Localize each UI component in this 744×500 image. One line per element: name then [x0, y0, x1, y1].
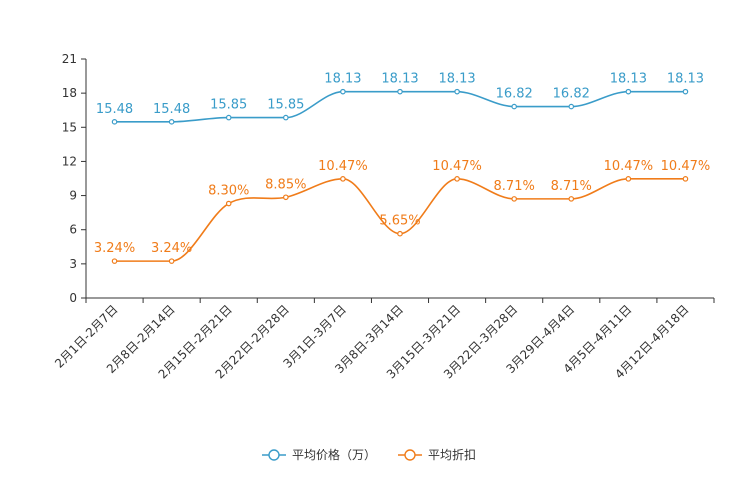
data-label: 15.48: [96, 102, 133, 117]
legend-marker: [404, 449, 416, 461]
data-label: 10.47%: [318, 159, 368, 174]
data-point: [625, 176, 632, 182]
data-point: [568, 103, 575, 110]
data-label: 18.13: [610, 72, 647, 87]
data-point: [168, 258, 175, 264]
data-point: [283, 194, 289, 201]
data-label: 16.82: [496, 87, 533, 102]
data-point: [682, 88, 689, 95]
data-point: [625, 88, 632, 95]
data-label: 18.13: [381, 72, 418, 87]
y-tick-label: 9: [69, 189, 77, 203]
data-label: 3.24%: [151, 241, 192, 256]
y-tick-label: 15: [62, 120, 77, 134]
y-tick-label: 18: [62, 86, 77, 100]
series-line: [114, 90, 686, 123]
data-label: 10.47%: [661, 159, 711, 174]
data-point: [283, 114, 289, 121]
data-point: [511, 196, 517, 202]
data-point: [111, 119, 118, 125]
data-label: 10.47%: [604, 159, 654, 174]
data-label: 15.85: [267, 98, 304, 113]
data-label: 8.71%: [551, 179, 592, 194]
data-point: [340, 88, 346, 95]
y-tick-label: 3: [69, 257, 77, 271]
data-point: [454, 88, 460, 95]
data-point: [397, 88, 403, 95]
data-point: [511, 103, 517, 110]
data-label: 5.65%: [379, 214, 420, 229]
data-label: 15.85: [210, 98, 247, 113]
legend-marker: [268, 449, 280, 461]
data-label: 8.30%: [208, 184, 249, 199]
y-tick-label: 6: [69, 223, 77, 237]
data-point: [225, 114, 232, 121]
data-point: [225, 200, 232, 207]
data-label: 18.13: [667, 72, 704, 87]
legend-label: 平均价格（万）: [292, 447, 376, 462]
y-tick-label: 12: [62, 154, 77, 168]
data-label: 18.13: [438, 72, 475, 87]
data-label: 16.82: [553, 87, 590, 102]
data-point: [454, 176, 460, 182]
data-label: 3.24%: [94, 241, 135, 256]
data-label: 18.13: [324, 72, 361, 87]
data-point: [111, 258, 118, 264]
data-label: 15.48: [153, 102, 190, 117]
data-point: [168, 119, 175, 125]
data-point: [682, 176, 689, 182]
data-label: 8.85%: [265, 177, 306, 192]
y-tick-label: 0: [69, 291, 77, 305]
data-point: [340, 176, 346, 182]
data-label: 8.71%: [494, 179, 535, 194]
data-point: [568, 196, 575, 202]
data-label: 10.47%: [432, 159, 482, 174]
data-point: [397, 230, 403, 237]
legend-label: 平均折扣: [428, 447, 476, 462]
y-tick-label: 21: [62, 52, 77, 66]
